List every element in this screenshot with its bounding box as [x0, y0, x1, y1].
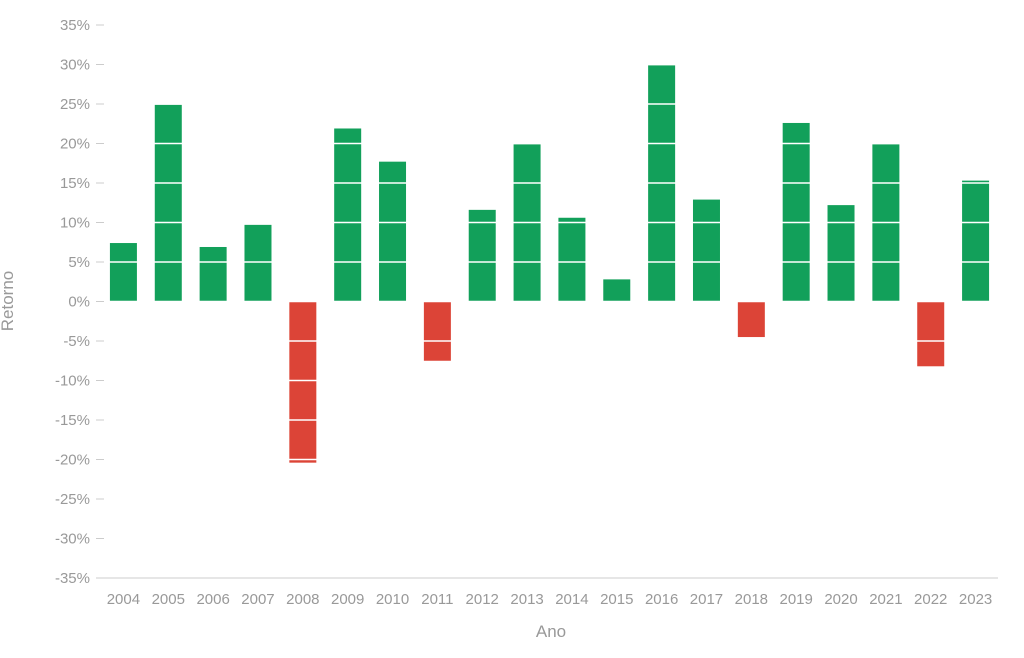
- bar-2018: [737, 301, 765, 338]
- y-tick-label: 5%: [68, 254, 90, 271]
- y-tick-label: 10%: [60, 215, 90, 232]
- bar-2023: [962, 180, 990, 302]
- x-tick-label: 2007: [241, 591, 274, 608]
- y-tick-label: -5%: [63, 333, 90, 350]
- x-axis-title: Ano: [536, 622, 566, 641]
- y-axis-title: Retorno: [0, 271, 17, 331]
- bar-2014: [558, 217, 586, 302]
- y-tick-label: 25%: [60, 96, 90, 113]
- bar-2017: [692, 199, 720, 302]
- y-tick-label: 0%: [68, 294, 90, 311]
- x-tick-label: 2010: [376, 591, 409, 608]
- x-tick-label: 2009: [331, 591, 364, 608]
- y-tick-label: -15%: [55, 412, 90, 429]
- y-axis: 35% 30% 25% 20% 15% 10% 5% 0% -5% -10% -15% -20% -25…: [55, 17, 104, 587]
- gridlines-group: [101, 24, 998, 579]
- bar-2007: [244, 224, 272, 302]
- x-tick-label: 2019: [779, 591, 812, 608]
- bar-2012: [468, 209, 496, 302]
- x-tick-label: 2011: [421, 591, 453, 608]
- bar-2015: [603, 279, 631, 302]
- y-tick-label: -25%: [55, 491, 90, 508]
- bar-2005: [154, 104, 182, 302]
- bar-2011: [423, 301, 451, 361]
- bar-2010: [379, 161, 407, 302]
- bar-2022: [917, 301, 945, 367]
- bar-2009: [334, 128, 362, 302]
- x-tick-label: 2008: [286, 591, 319, 608]
- x-tick-label: 2005: [152, 591, 185, 608]
- x-tick-label: 2018: [735, 591, 768, 608]
- y-tick-label: -30%: [55, 531, 90, 548]
- x-tick-label: 2006: [196, 591, 229, 608]
- x-tick-label: 2022: [914, 591, 947, 608]
- x-tick-label: 2013: [510, 591, 543, 608]
- x-tick-label: 2004: [107, 591, 140, 608]
- x-tick-label: 2023: [959, 591, 992, 608]
- y-tick-label: 30%: [60, 57, 90, 74]
- x-tick-label: 2020: [824, 591, 857, 608]
- y-tick-label: 20%: [60, 136, 90, 153]
- y-tick-label: 35%: [60, 17, 90, 34]
- bar-2006: [199, 246, 227, 302]
- y-tick-label: -20%: [55, 452, 90, 469]
- x-tick-label: 2012: [466, 591, 499, 608]
- bar-2008: [289, 301, 317, 463]
- x-tick-label: 2021: [869, 591, 902, 608]
- x-tick-label: 2015: [600, 591, 633, 608]
- x-axis: 2004 2005 2006 2007 2008 2009 2010 2011 2012 2013…: [96, 577, 998, 608]
- y-tick-label: -10%: [55, 373, 90, 390]
- bars-group: [109, 65, 990, 463]
- x-tick-label: 2014: [555, 591, 588, 608]
- y-tick-label: 15%: [60, 175, 90, 192]
- x-tick-label: 2017: [690, 591, 723, 608]
- bar-2020: [827, 205, 855, 302]
- bar-2019: [782, 122, 810, 302]
- y-tick-label: -35%: [55, 570, 90, 587]
- bar-2004: [109, 243, 137, 302]
- x-tick-label: 2016: [645, 591, 678, 608]
